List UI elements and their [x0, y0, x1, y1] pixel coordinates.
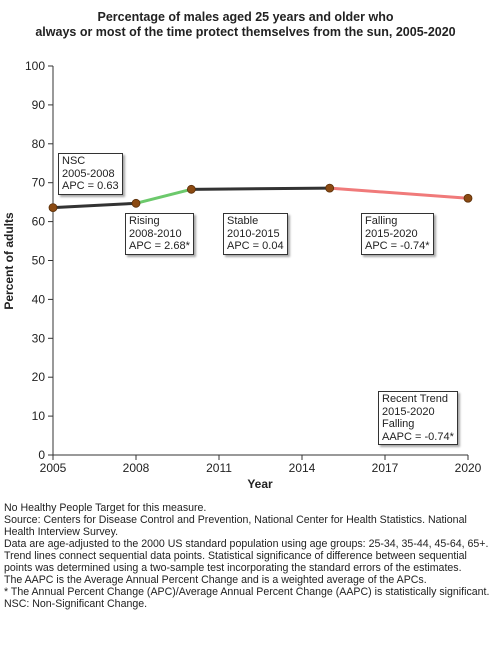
note-age-adjustment: Data are age-adjusted to the 2000 US sta… [4, 538, 489, 550]
annotation-stable-2010-2015: Stable 2010-2015 APC = 0.04 [223, 213, 288, 255]
x-tick-label: 2020 [455, 461, 482, 475]
axes: 0 10 20 30 40 50 60 70 80 90 100 2005 2008 2011 2014 20… [25, 59, 482, 475]
data-point [131, 198, 141, 208]
annotation-line: APC = 2.68* [129, 240, 190, 252]
y-tick-label: 20 [32, 370, 46, 384]
annotation-line: APC = -0.74* [365, 240, 430, 252]
annotation-line: Falling [365, 215, 398, 227]
chart-title: Percentage of males aged 25 years and ol… [0, 10, 491, 40]
note-source: Source: Centers for Disease Control and … [4, 514, 467, 538]
x-tick-label: 2005 [40, 461, 67, 475]
data-point [463, 193, 473, 203]
data-point [48, 203, 58, 212]
note-target: No Healthy People Target for this measur… [4, 502, 207, 514]
data-markers [48, 183, 473, 212]
x-axis-label: Year [247, 477, 273, 491]
y-tick-label: 80 [32, 137, 46, 151]
y-tick-label: 60 [32, 215, 46, 229]
y-axis-label: Percent of adults [2, 212, 16, 310]
y-tick-label: 90 [32, 98, 46, 112]
annotation-line: Rising [129, 215, 160, 227]
annotation-line: 2010-2015 [227, 227, 280, 240]
y-tick-label: 30 [32, 331, 46, 345]
x-tick-label: 2011 [206, 461, 232, 475]
annotation-line: 2005-2008 [62, 167, 115, 180]
trend-segment [189, 186, 332, 191]
data-point [325, 183, 335, 193]
annotation-line: 2015-2020 [365, 227, 418, 240]
chart-notes: No Healthy People Target for this measur… [4, 502, 490, 610]
y-tick-label: 0 [38, 448, 45, 462]
y-tick-label: 100 [25, 59, 45, 73]
trend-lines [51, 186, 470, 210]
annotation-line: APC = 0.04 [227, 240, 284, 252]
annotation-line: NSC [62, 155, 86, 167]
chart-title-line-2: always or most of the time protect thems… [35, 25, 456, 39]
annotation-line: Recent Trend [382, 393, 449, 405]
x-tick-label: 2008 [123, 461, 150, 475]
annotation-nsc-2005-2008: NSC 2005-2008 APC = 0.63 [58, 153, 123, 195]
trend-segment [134, 187, 193, 205]
annotation-line: Falling [382, 418, 415, 430]
x-tick-label: 2017 [372, 461, 399, 475]
annotation-falling-2015-2020: Falling 2015-2020 APC = -0.74* [361, 213, 434, 255]
annotation-line: 2008-2010 [129, 227, 182, 240]
annotation-line: AAPC = -0.74* [382, 430, 454, 443]
annotation-rising-2008-2010: Rising 2008-2010 APC = 2.68* [125, 213, 194, 255]
annotation-recent-trend: Recent Trend 2015-2020 Falling AAPC = -0… [378, 391, 458, 445]
note-nsc: NSC: Non-Significant Change. [4, 598, 148, 610]
y-tick-label: 10 [32, 409, 46, 423]
note-aapc: The AAPC is the Average Annual Percent C… [4, 574, 427, 586]
line-chart: 0 10 20 30 40 50 60 70 80 90 100 2005 2008 2011 2014 20… [2, 59, 482, 491]
trend-segment [51, 201, 138, 210]
y-tick-label: 40 [32, 292, 46, 306]
note-significance: * The Annual Percent Change (APC)/Averag… [4, 586, 490, 598]
trend-segment [328, 186, 470, 200]
x-tick-label: 2014 [289, 461, 316, 475]
note-trend-lines: Trend lines connect sequential data poin… [4, 550, 467, 574]
annotation-line: APC = 0.63 [62, 180, 119, 192]
y-tick-label: 50 [32, 254, 46, 268]
y-tick-label: 70 [32, 176, 46, 190]
data-point [186, 184, 196, 194]
annotation-line: Stable [227, 215, 259, 227]
chart-title-line-1: Percentage of males aged 25 years and ol… [97, 10, 394, 24]
annotation-line: 2015-2020 [382, 405, 435, 418]
